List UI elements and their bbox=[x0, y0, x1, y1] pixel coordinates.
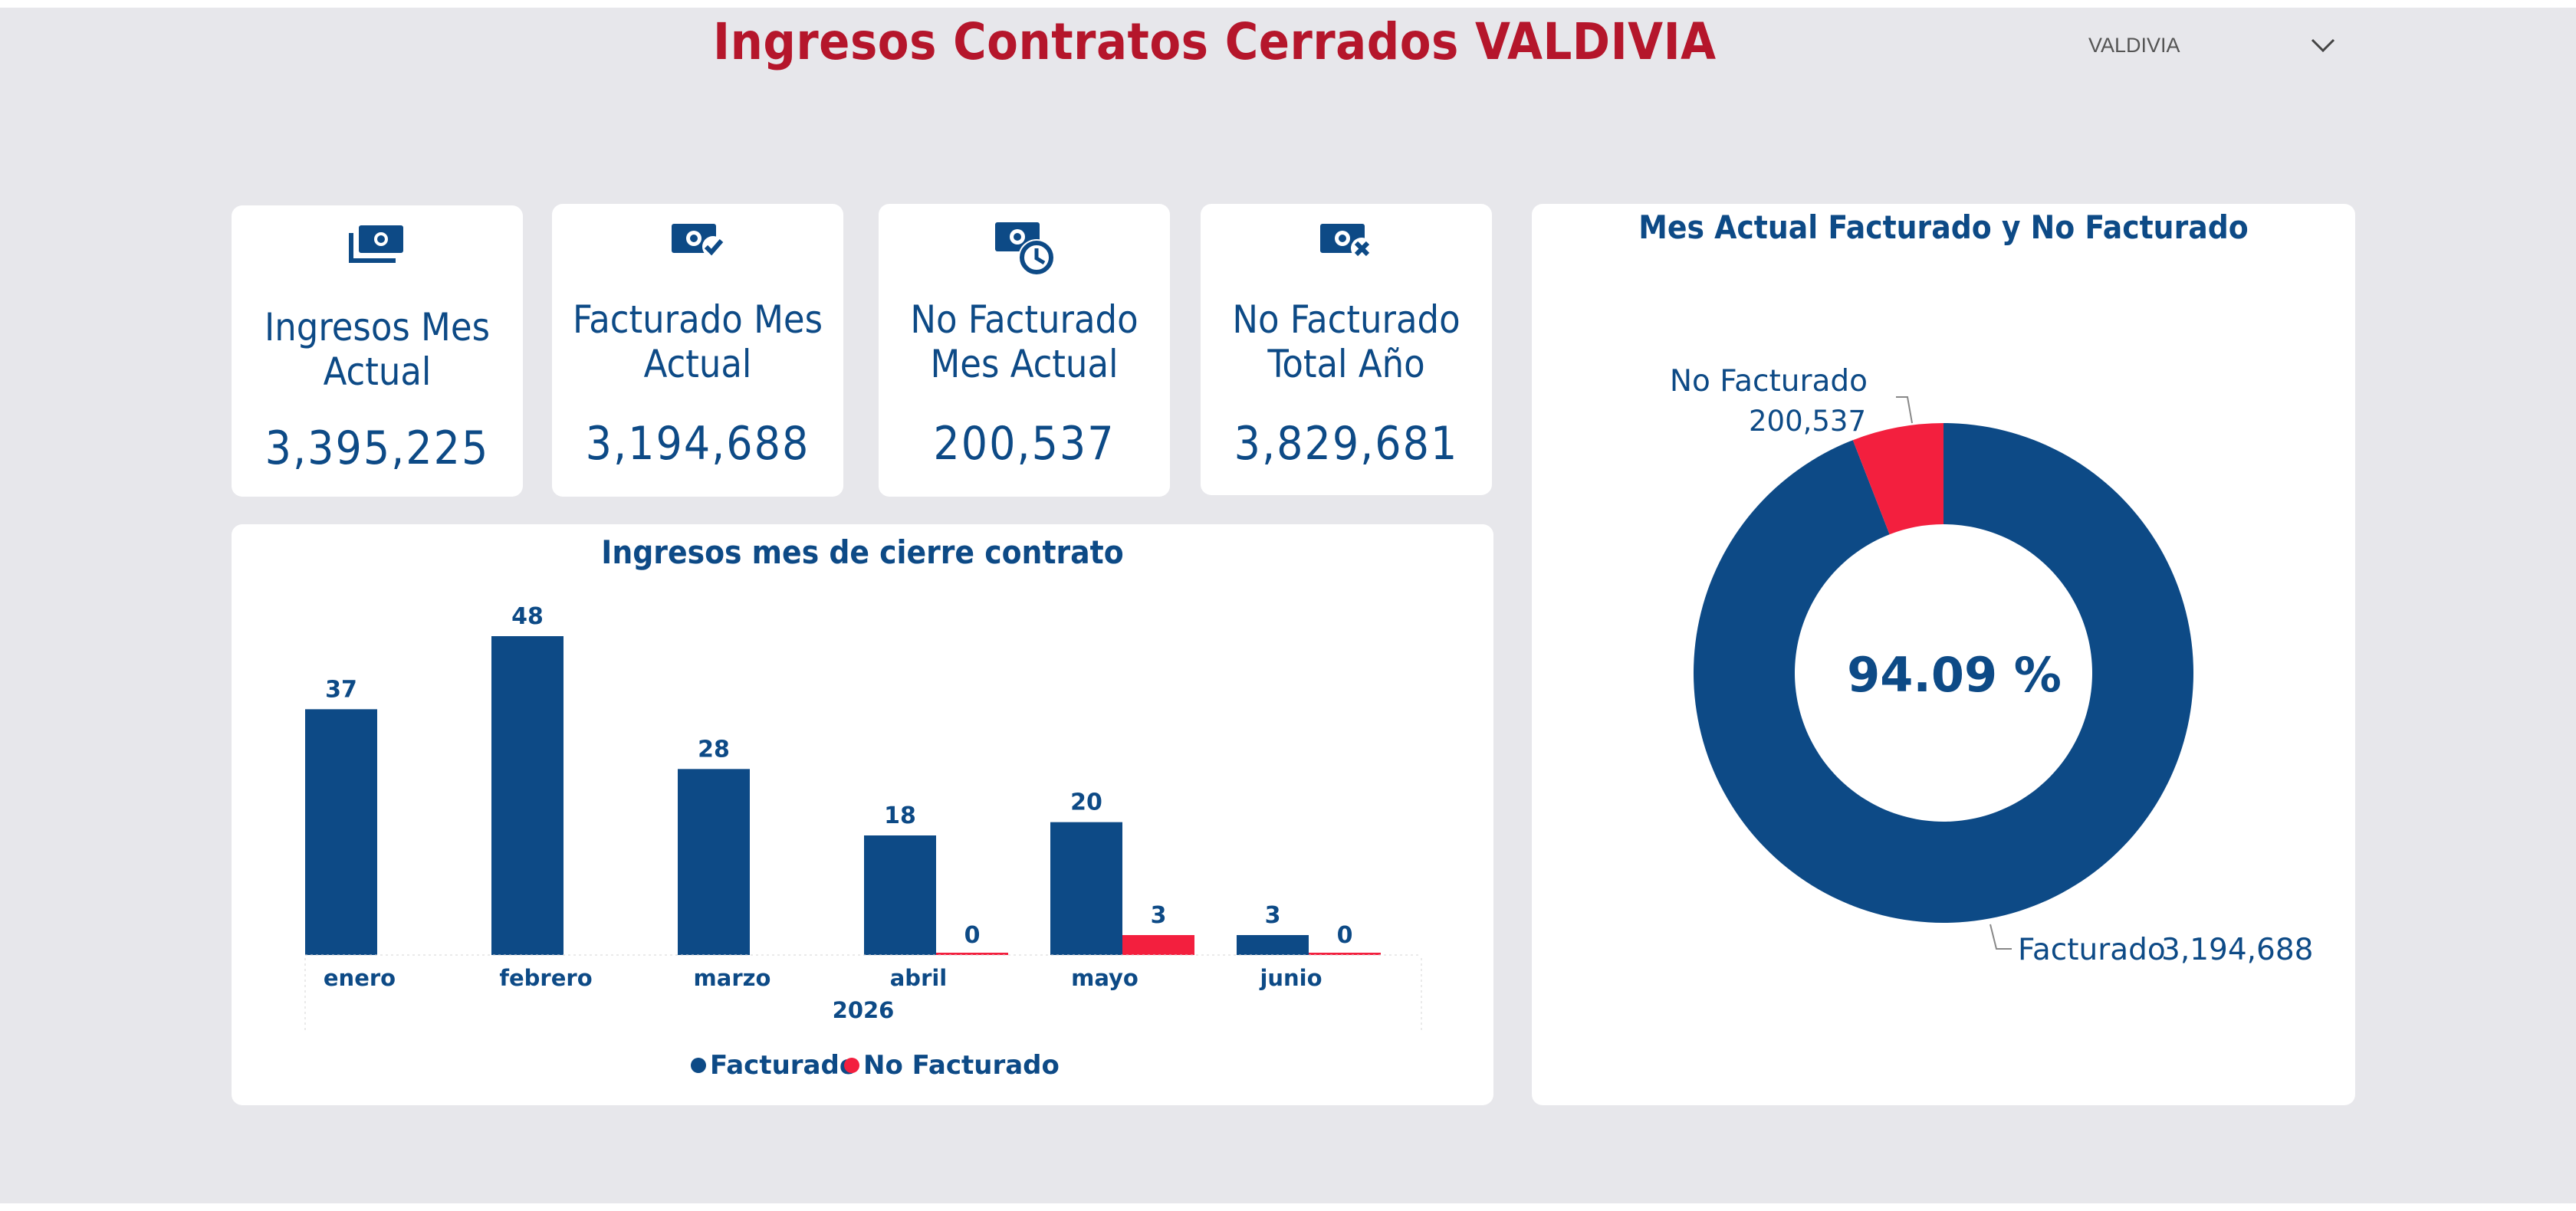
kpi-value: 3,194,688 bbox=[585, 417, 810, 471]
legend-item: No Facturado bbox=[863, 1050, 1060, 1081]
leader-line bbox=[1896, 396, 1913, 424]
bar-facturado bbox=[864, 835, 936, 955]
page-title: Ingresos Contratos Cerrados VALDIVIA bbox=[713, 12, 1717, 71]
x-tick-label: mayo bbox=[1071, 965, 1138, 991]
money-x-icon bbox=[1320, 224, 1372, 259]
bar-facturado bbox=[1050, 822, 1122, 955]
legend-item: Facturado bbox=[710, 1050, 857, 1081]
donut-chart: 94.09 % No Facturado 200,537 Facturado3,194… bbox=[1670, 364, 2314, 967]
kpi-card-ingresos-mes-actual[interactable]: Ingresos Mes Actual 3,395,225 bbox=[232, 205, 523, 497]
data-label: 28 bbox=[698, 736, 730, 763]
data-label: 0 bbox=[964, 922, 981, 949]
kpi-label: No Facturado Total Año bbox=[1232, 297, 1460, 386]
kpi-card-no-facturado-total-ano[interactable]: No Facturado Total Año 3,829,681 bbox=[1201, 204, 1492, 495]
money-check-icon bbox=[672, 224, 724, 258]
kpi-value: 200,537 bbox=[933, 417, 1116, 471]
city-slicer[interactable]: VALDIVIA bbox=[2085, 28, 2338, 66]
data-label: 18 bbox=[884, 802, 916, 829]
data-label: 0 bbox=[1337, 922, 1353, 949]
kpi-label: Facturado Mes Actual bbox=[572, 297, 823, 386]
x-group-label: 2026 bbox=[833, 997, 895, 1023]
x-tick-label: abril bbox=[890, 965, 948, 991]
data-label: 3 bbox=[1151, 902, 1167, 929]
donut-slice-no-facturado bbox=[1852, 423, 1944, 535]
slice-value-label: 200,537 bbox=[1749, 405, 1866, 438]
bar-no-facturado bbox=[936, 953, 1008, 955]
bar-chart: 37 enero 48 febrero 28 marzo 18 0 abril 20 3 mayo 3 0… bbox=[304, 603, 1422, 1081]
bar-facturado bbox=[1237, 935, 1309, 955]
x-tick-label: febrero bbox=[499, 965, 592, 991]
kpi-value: 3,829,681 bbox=[1234, 417, 1459, 471]
bar-facturado bbox=[491, 636, 564, 955]
donut-center-label: 94.09 % bbox=[1847, 647, 2062, 703]
slice-name-label: Facturado bbox=[2018, 933, 2166, 967]
data-label: 37 bbox=[325, 676, 357, 703]
data-label: 20 bbox=[1070, 789, 1102, 816]
money-stack-icon bbox=[349, 225, 403, 263]
data-label: 48 bbox=[511, 603, 544, 630]
kpi-label: No Facturado Mes Actual bbox=[910, 297, 1138, 386]
slice-value-label: 3,194,688 bbox=[2161, 933, 2314, 967]
bar-no-facturado bbox=[1122, 935, 1194, 955]
data-label: 3 bbox=[1265, 902, 1281, 929]
slicer-value: VALDIVIA bbox=[2088, 34, 2180, 57]
x-tick-label: marzo bbox=[694, 965, 771, 991]
bar-no-facturado bbox=[1309, 953, 1381, 955]
kpi-label: Ingresos Mes Actual bbox=[264, 305, 491, 394]
bar-chart-card[interactable]: Ingresos mes de cierre contrato 37 enero 4… bbox=[232, 524, 1493, 1105]
bar-chart-title: Ingresos mes de cierre contrato bbox=[601, 533, 1124, 571]
bar-facturado bbox=[678, 769, 750, 955]
legend-marker bbox=[691, 1058, 706, 1073]
donut-slice-facturado bbox=[1694, 423, 2193, 924]
slice-name-label: No Facturado bbox=[1670, 364, 1868, 399]
x-tick-label: enero bbox=[324, 965, 396, 991]
kpi-value: 3,395,225 bbox=[264, 422, 490, 475]
bar-facturado bbox=[305, 709, 377, 955]
leader-line bbox=[1990, 924, 2012, 950]
x-tick-label: junio bbox=[1259, 965, 1322, 991]
donut-chart-card[interactable]: Mes Actual Facturado y No Facturado 94.0… bbox=[1532, 204, 2355, 1105]
chevron-down-icon[interactable] bbox=[2308, 35, 2338, 55]
money-clock-icon bbox=[995, 222, 1055, 276]
kpi-card-facturado-mes-actual[interactable]: Facturado Mes Actual 3,194,688 bbox=[552, 204, 843, 497]
legend-marker bbox=[844, 1058, 859, 1073]
kpi-card-no-facturado-mes-actual[interactable]: No Facturado Mes Actual 200,537 bbox=[879, 204, 1170, 497]
donut-chart-title: Mes Actual Facturado y No Facturado bbox=[1638, 208, 2249, 246]
